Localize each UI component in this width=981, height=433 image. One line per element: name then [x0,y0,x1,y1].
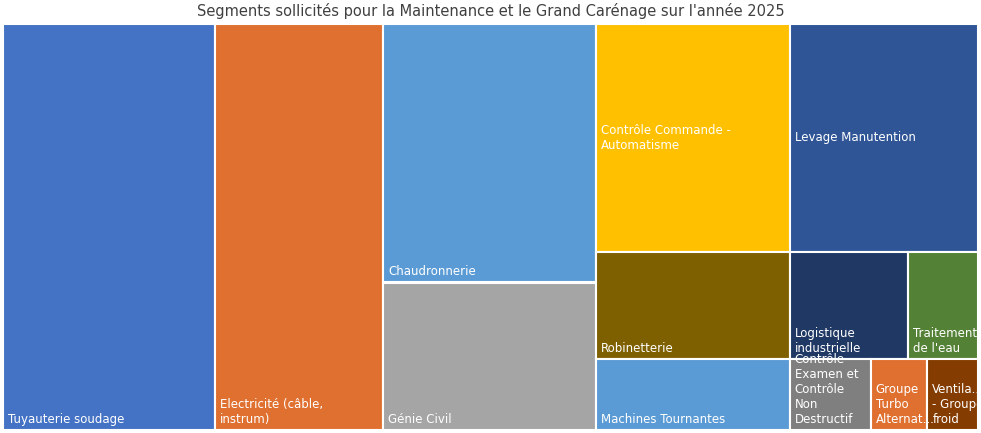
Title: Segments sollicités pour la Maintenance et le Grand Carénage sur l'année 2025: Segments sollicités pour la Maintenance … [196,3,785,19]
Text: Traitement
de l'eau: Traitement de l'eau [913,327,977,355]
Text: Electricité (câble,
instrum): Electricité (câble, instrum) [221,398,324,426]
Text: Logistique
industrielle: Logistique industrielle [795,327,861,355]
Text: Ventila...
- Groupe
froid: Ventila... - Groupe froid [932,383,981,426]
Bar [790,359,871,430]
Text: Groupe
Turbo
Alternat...: Groupe Turbo Alternat... [876,383,935,426]
Bar [595,359,790,430]
Bar [790,24,978,252]
Bar [871,359,927,430]
Bar [908,252,978,359]
Text: Machines Tournantes: Machines Tournantes [600,413,725,426]
Bar [384,283,595,430]
Text: Chaudronnerie: Chaudronnerie [388,265,476,278]
Bar [216,24,384,430]
Bar [595,24,790,252]
Bar [384,24,595,282]
Text: Tuyauterie soudage: Tuyauterie soudage [8,413,124,426]
Bar [790,252,908,359]
Text: Levage Manutention: Levage Manutention [795,131,915,144]
Bar [927,359,978,430]
Text: Contrôle
Examen et
Contrôle
Non
Destructif: Contrôle Examen et Contrôle Non Destruct… [795,353,858,426]
Text: Robinetterie: Robinetterie [600,342,674,355]
Bar [595,252,790,359]
Text: Contrôle Commande -
Automatisme: Contrôle Commande - Automatisme [600,124,731,152]
Text: Génie Civil: Génie Civil [388,413,451,426]
Bar [3,24,216,430]
